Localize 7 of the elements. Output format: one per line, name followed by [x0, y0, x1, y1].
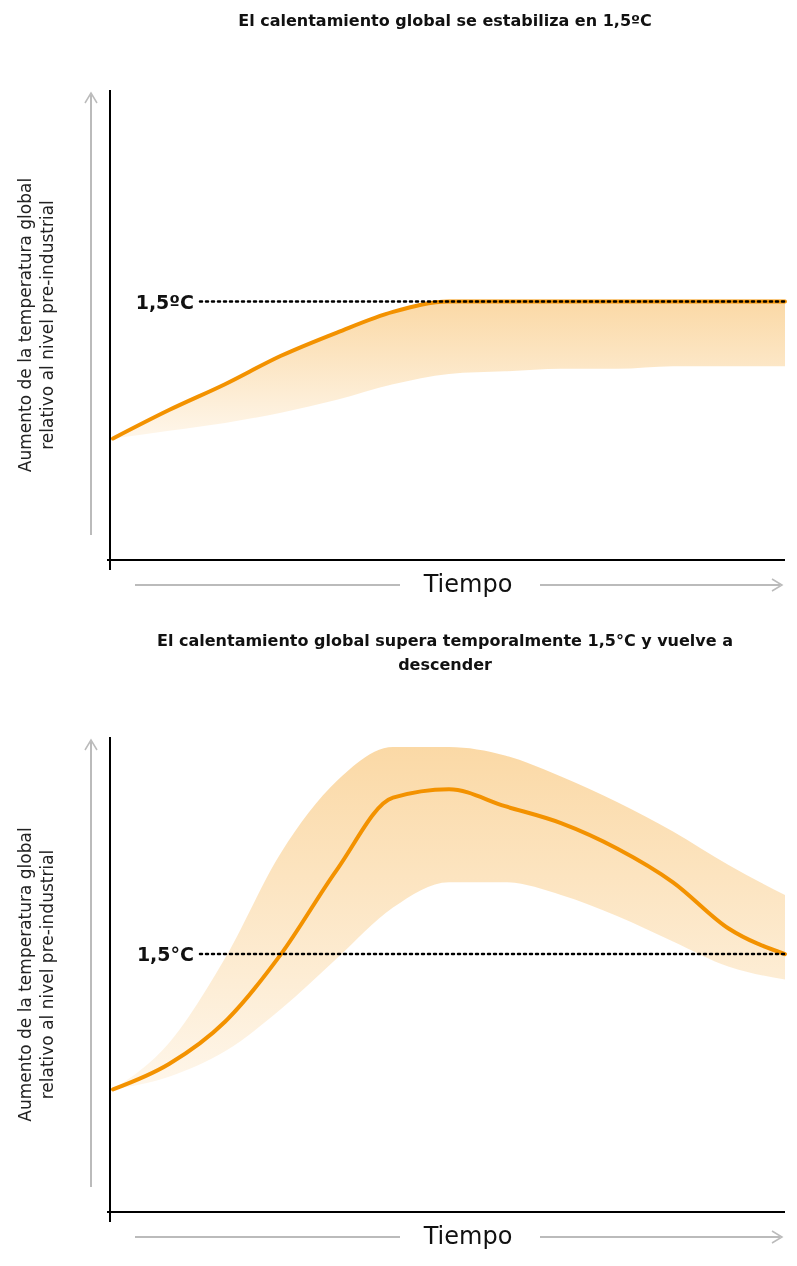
y-axis-title: Aumento de la temperatura global relativo al nivel pre-industrial — [15, 827, 57, 1122]
chart-title: El calentamiento global se estabiliza en 1,5ºC — [238, 11, 652, 30]
x-axis-title: Tiempo — [422, 570, 513, 598]
chart-title: El calentamiento global supera temporalmente 1,5°C y vuelve a descender — [157, 631, 733, 674]
x-axis-title: Tiempo — [422, 1222, 513, 1250]
y-axis-title: Aumento de la temperatura global relativo al nivel pre-industrial — [15, 177, 57, 473]
ref-line-label: 1,5°C — [136, 943, 194, 966]
